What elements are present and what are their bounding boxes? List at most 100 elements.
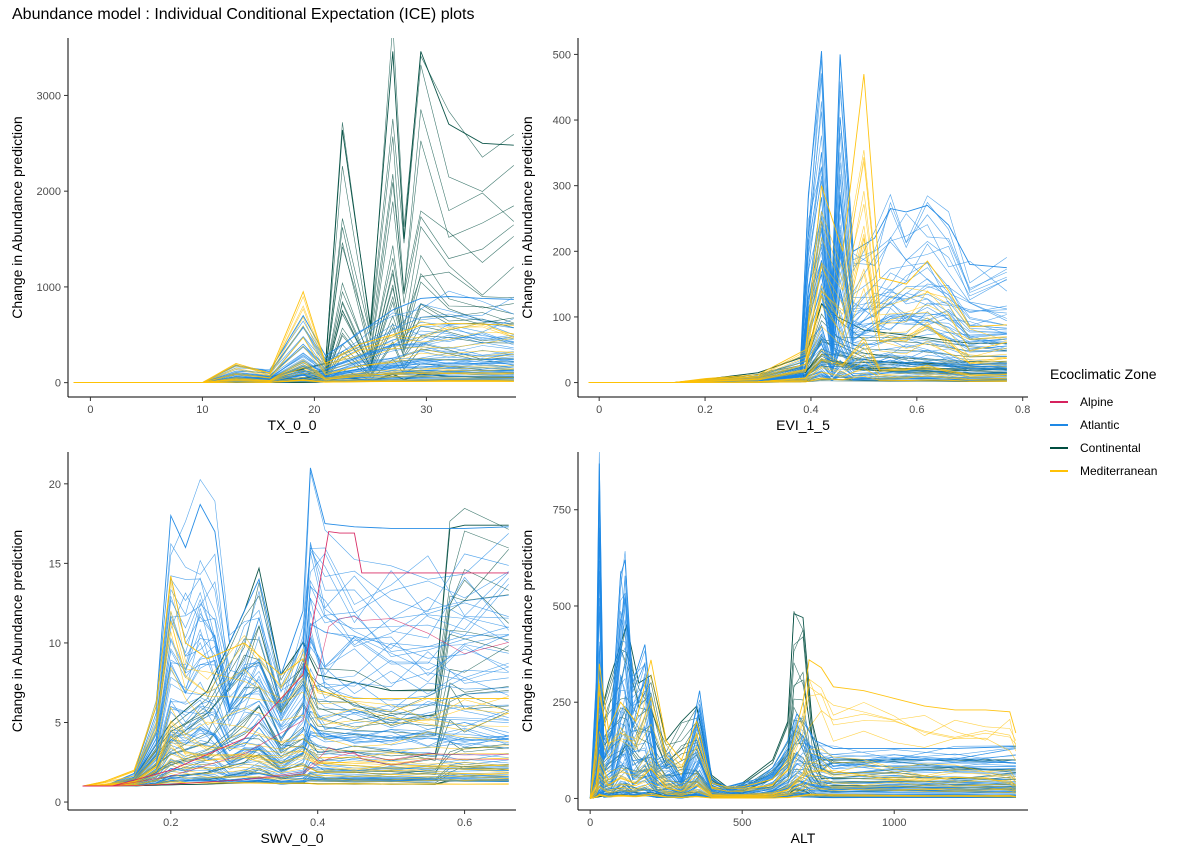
ice-line-mediterranean xyxy=(73,308,514,383)
ice-line-mediterranean xyxy=(73,364,514,383)
ice-line-atlantic xyxy=(73,313,514,383)
ice-line-alpine xyxy=(82,531,509,787)
x-axis-title: EVI_1_5 xyxy=(776,417,830,433)
y-tick-label: 5 xyxy=(55,717,61,729)
x-tick-label: 0.6 xyxy=(909,404,924,416)
x-tick-label: 10 xyxy=(196,404,208,416)
x-axis-title: SWV_0_0 xyxy=(260,830,323,846)
ice-line-atlantic xyxy=(589,766,1016,799)
ice-line-mediterranean xyxy=(73,372,514,383)
ice-line-atlantic xyxy=(82,729,509,787)
ice-line-atlantic xyxy=(589,736,1016,799)
ice-line-mediterranean xyxy=(589,757,1016,799)
ice-line-mediterranean xyxy=(589,782,1016,799)
x-tick-label: 1000 xyxy=(882,817,906,829)
ice-line-atlantic xyxy=(588,197,1007,383)
legend: Ecoclimatic Zone Alpine Atlantic Contine… xyxy=(1050,366,1157,482)
ice-line-mediterranean xyxy=(82,621,509,787)
legend-title: Ecoclimatic Zone xyxy=(1050,366,1157,382)
ice-line-mediterranean xyxy=(82,666,509,787)
ice-line-atlantic xyxy=(73,328,514,383)
ice-line-mediterranean xyxy=(589,768,1016,799)
x-tick-label: 0 xyxy=(87,404,93,416)
legend-swatch-alpine xyxy=(1050,400,1068,403)
panel-3: 0.2 0.4 0.6 0 5 10 15 20 SWV_0_0 Change in Abunda… xyxy=(9,452,516,846)
ice-line-mediterranean xyxy=(82,720,509,787)
y-tick-label: 0 xyxy=(565,378,571,390)
ice-line-atlantic xyxy=(589,724,1016,799)
x-tick-label: 0.4 xyxy=(310,817,325,829)
ice-line-atlantic xyxy=(589,645,1016,799)
ice-line-mediterranean xyxy=(82,736,509,787)
legend-label-mediterranean: Mediterranean xyxy=(1080,463,1158,478)
ice-line-atlantic xyxy=(590,790,1016,799)
ice-line-atlantic xyxy=(82,681,509,787)
ice-line-mediterranean xyxy=(589,679,1017,799)
legend-label-atlantic: Atlantic xyxy=(1080,417,1120,432)
legend-label-continental: Continental xyxy=(1080,440,1141,455)
ice-line-atlantic xyxy=(82,694,509,787)
ice-line-mediterranean xyxy=(73,336,514,383)
y-tick-label: 250 xyxy=(553,697,571,709)
ice-line-atlantic xyxy=(588,196,1007,383)
ice-line-atlantic xyxy=(589,571,1016,799)
ice-line-mediterranean xyxy=(82,724,509,787)
ice-line-mediterranean xyxy=(588,347,1007,383)
ice-line-atlantic xyxy=(73,374,514,383)
ice-line-atlantic xyxy=(589,702,1016,799)
ice-line-mediterranean xyxy=(73,305,514,383)
ice-line-continental xyxy=(73,140,514,383)
ice-line-atlantic xyxy=(588,175,1007,383)
panel-2: 0 0.2 0.4 0.6 0.8 0 100 200 300 400 500 EVI_1_5 Chan… xyxy=(519,38,1030,433)
ice-line-continental xyxy=(73,51,514,384)
y-axis-title: Change in Abundance prediction xyxy=(9,530,25,732)
ice-line-atlantic xyxy=(82,766,509,787)
ice-line-atlantic xyxy=(589,689,1016,799)
x-tick-label: 0.8 xyxy=(1015,404,1030,416)
ice-line-mediterranean xyxy=(82,706,509,787)
ice-line-mediterranean xyxy=(588,237,1007,383)
ice-line-atlantic xyxy=(589,537,1016,799)
ice-line-atlantic xyxy=(588,152,1007,383)
ice-line-atlantic xyxy=(82,471,509,787)
ice-line-atlantic xyxy=(82,633,509,787)
ice-line-mediterranean xyxy=(82,729,509,787)
y-axis-title: Change in Abundance prediction xyxy=(9,116,25,318)
ice-line-mediterranean xyxy=(82,721,509,787)
ice-line-atlantic xyxy=(588,56,1007,383)
legend-item-alpine: Alpine xyxy=(1050,390,1157,413)
panel-1: 0 10 20 30 0 1000 2000 3000 TX_0_0 Change in Abun… xyxy=(9,38,516,433)
ice-line-mediterranean xyxy=(82,743,509,787)
ice-line-atlantic xyxy=(589,491,1016,799)
y-tick-label: 1000 xyxy=(37,282,61,294)
ice-line-atlantic xyxy=(589,665,1016,799)
ice-lines-1 xyxy=(73,38,515,384)
ice-line-atlantic xyxy=(82,549,509,787)
ice-line-continental xyxy=(73,38,514,383)
ice-line-mediterranean xyxy=(73,295,514,383)
legend-item-continental: Continental xyxy=(1050,436,1157,459)
y-axis-title: Change in Abundance prediction xyxy=(519,530,535,732)
ice-line-mediterranean xyxy=(590,787,1016,799)
ice-line-atlantic xyxy=(588,152,1007,383)
y-axis-title: Change in Abundance prediction xyxy=(519,116,535,318)
x-tick-label: 20 xyxy=(308,404,320,416)
ice-line-mediterranean xyxy=(73,345,514,383)
ice-line-mediterranean xyxy=(82,764,509,787)
ice-line-alpine xyxy=(82,616,509,787)
ice-line-atlantic xyxy=(82,628,509,787)
ice-line-mediterranean xyxy=(589,781,1016,799)
ice-line-mediterranean xyxy=(73,359,514,383)
ice-line-mediterranean xyxy=(588,272,1007,383)
ice-line-atlantic xyxy=(82,608,509,787)
ice-lines-4 xyxy=(589,452,1017,799)
ice-line-mediterranean xyxy=(73,324,514,383)
ice-line-atlantic xyxy=(73,290,514,383)
ice-line-mediterranean xyxy=(82,631,509,787)
ice-line-mediterranean xyxy=(589,659,1017,799)
ice-line-mediterranean xyxy=(589,752,1016,799)
ice-line-mediterranean xyxy=(588,74,1007,384)
ice-line-mediterranean xyxy=(588,366,1007,383)
y-tick-label: 500 xyxy=(553,601,571,613)
ice-line-mediterranean xyxy=(82,620,509,787)
